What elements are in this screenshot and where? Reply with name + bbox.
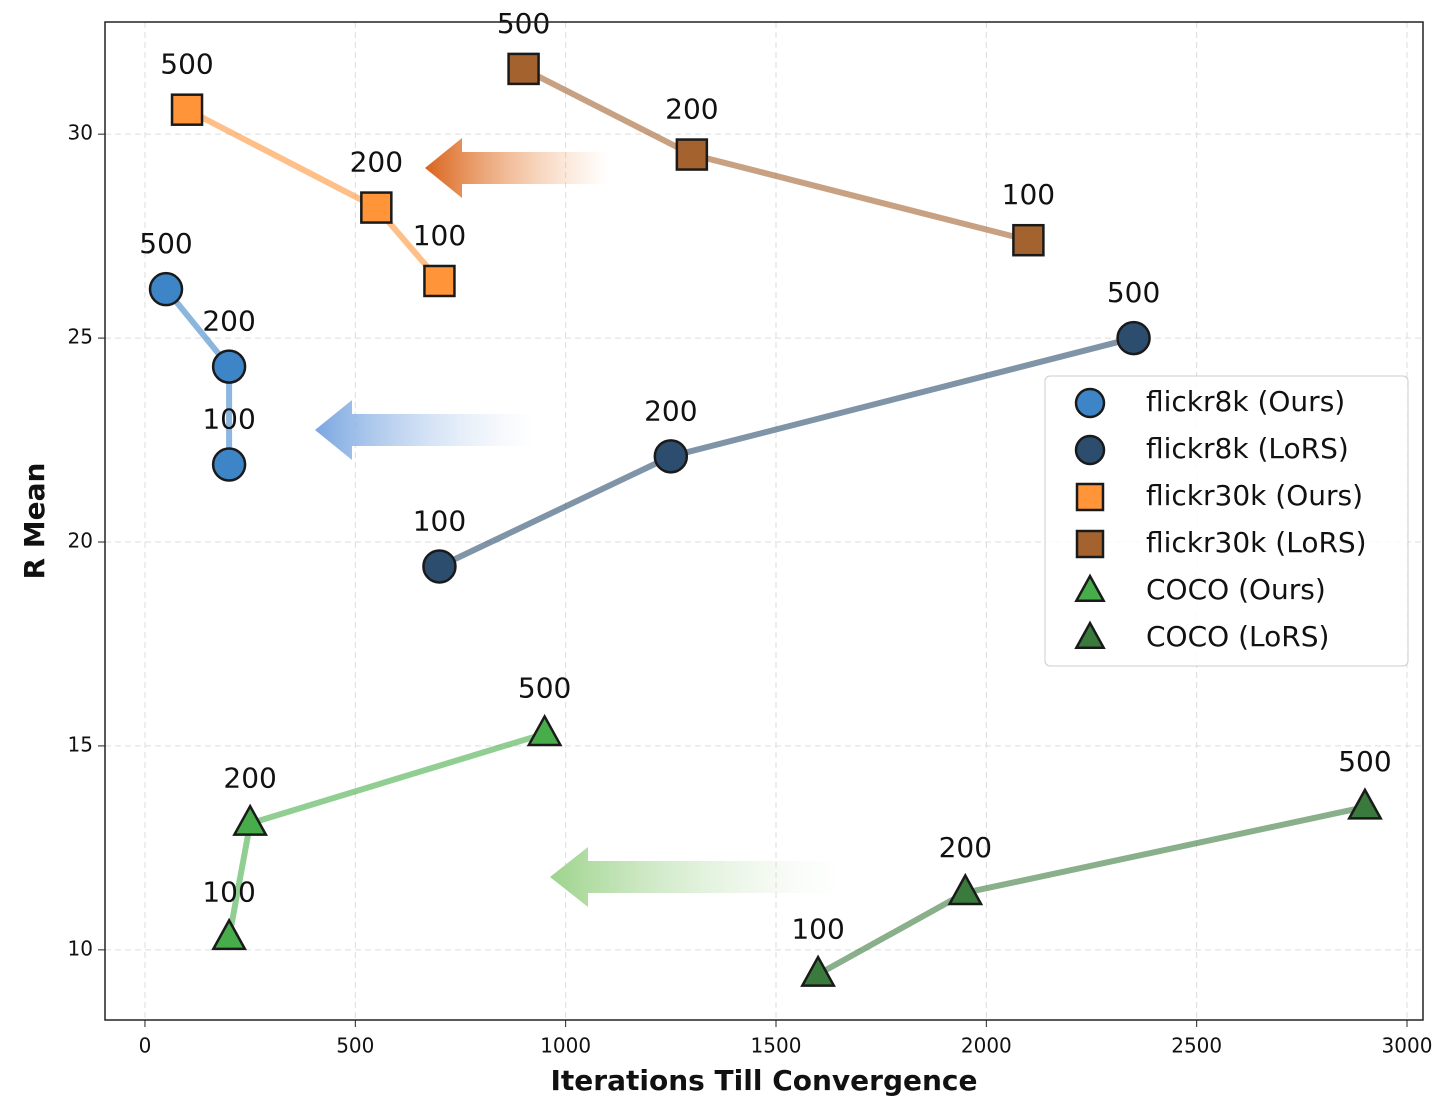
marker xyxy=(1116,320,1151,356)
x-tick-label: 500 xyxy=(336,1034,374,1058)
point-label: 200 xyxy=(202,305,255,338)
marker xyxy=(232,803,269,836)
x-tick-label: 3000 xyxy=(1382,1034,1433,1058)
marker xyxy=(423,264,456,298)
legend-label: flickr8k (Ours) xyxy=(1146,385,1345,418)
point-label: 100 xyxy=(202,876,255,909)
point-label: 200 xyxy=(665,93,718,126)
y-tick-label: 20 xyxy=(68,529,93,553)
point-label: 500 xyxy=(518,672,571,705)
legend-box xyxy=(1044,375,1409,667)
point-label: 100 xyxy=(202,403,255,436)
x-tick-label: 0 xyxy=(139,1034,152,1058)
arrow xyxy=(425,138,610,198)
point-label: 500 xyxy=(497,7,550,40)
plot: 100 200 500 100 200 500 100 200 500 100 200 500 100 2… xyxy=(139,7,1392,987)
marker xyxy=(1075,482,1105,512)
marker xyxy=(211,447,247,482)
marker xyxy=(507,52,540,86)
point-label: 200 xyxy=(644,394,697,427)
legend: flickr8k (Ours) flickr8k (LoRS) flickr30k … xyxy=(1044,375,1409,667)
point-label: 500 xyxy=(1107,276,1160,309)
legend-label: flickr30k (Ours) xyxy=(1146,479,1363,512)
point-label: 100 xyxy=(413,219,466,252)
marker xyxy=(1074,573,1106,602)
axes-frame xyxy=(104,21,1424,1021)
marker xyxy=(653,439,689,474)
x-tick-label: 2500 xyxy=(1171,1034,1222,1058)
series-line xyxy=(438,335,1135,570)
marker xyxy=(1012,223,1045,257)
marker xyxy=(1347,787,1383,820)
x-tick-label: 1500 xyxy=(751,1034,802,1058)
arrow xyxy=(315,400,535,460)
marker xyxy=(1075,529,1105,559)
point-label: 500 xyxy=(139,227,192,260)
marker xyxy=(947,872,984,906)
point-label: 100 xyxy=(413,504,466,537)
marker xyxy=(800,954,836,987)
marker xyxy=(526,713,563,747)
point-label: 200 xyxy=(350,146,403,179)
legend-label: COCO (LoRS) xyxy=(1146,620,1329,653)
y-tick-label: 30 xyxy=(68,121,93,145)
point-label: 200 xyxy=(939,831,992,864)
y-axis-label: R Mean xyxy=(18,463,51,580)
arrow xyxy=(550,847,845,907)
marker xyxy=(211,917,247,951)
series-line xyxy=(185,107,442,283)
marker xyxy=(675,138,709,171)
x-tick-label: 2000 xyxy=(961,1034,1012,1058)
point-label: 500 xyxy=(1338,745,1391,778)
marker xyxy=(148,271,184,307)
y-tick-label: 25 xyxy=(68,325,93,349)
marker xyxy=(1074,434,1106,466)
y-tick-label: 15 xyxy=(68,732,93,756)
grid: 0 500 1000 1500 2000 2500 3000 10 15 20 25 30 xyxy=(68,22,1433,1058)
x-tick-label: 1000 xyxy=(540,1034,591,1058)
point-label: 200 xyxy=(223,761,276,794)
marker xyxy=(211,349,247,384)
point-label: 500 xyxy=(160,48,213,81)
point-label: 100 xyxy=(791,912,844,945)
legend-label: flickr8k (LoRS) xyxy=(1146,432,1349,465)
marker xyxy=(1074,387,1106,419)
y-tick-label: 10 xyxy=(68,936,93,960)
marker xyxy=(170,93,204,126)
series-line xyxy=(816,804,1366,977)
legend-label: COCO (Ours) xyxy=(1146,573,1326,606)
marker xyxy=(360,191,393,224)
legend-label: flickr30k (LoRS) xyxy=(1146,526,1367,559)
marker xyxy=(422,549,457,584)
marker xyxy=(1074,620,1106,649)
point-label: 100 xyxy=(1002,178,1055,211)
x-axis-label: Iterations Till Convergence xyxy=(550,1064,977,1097)
